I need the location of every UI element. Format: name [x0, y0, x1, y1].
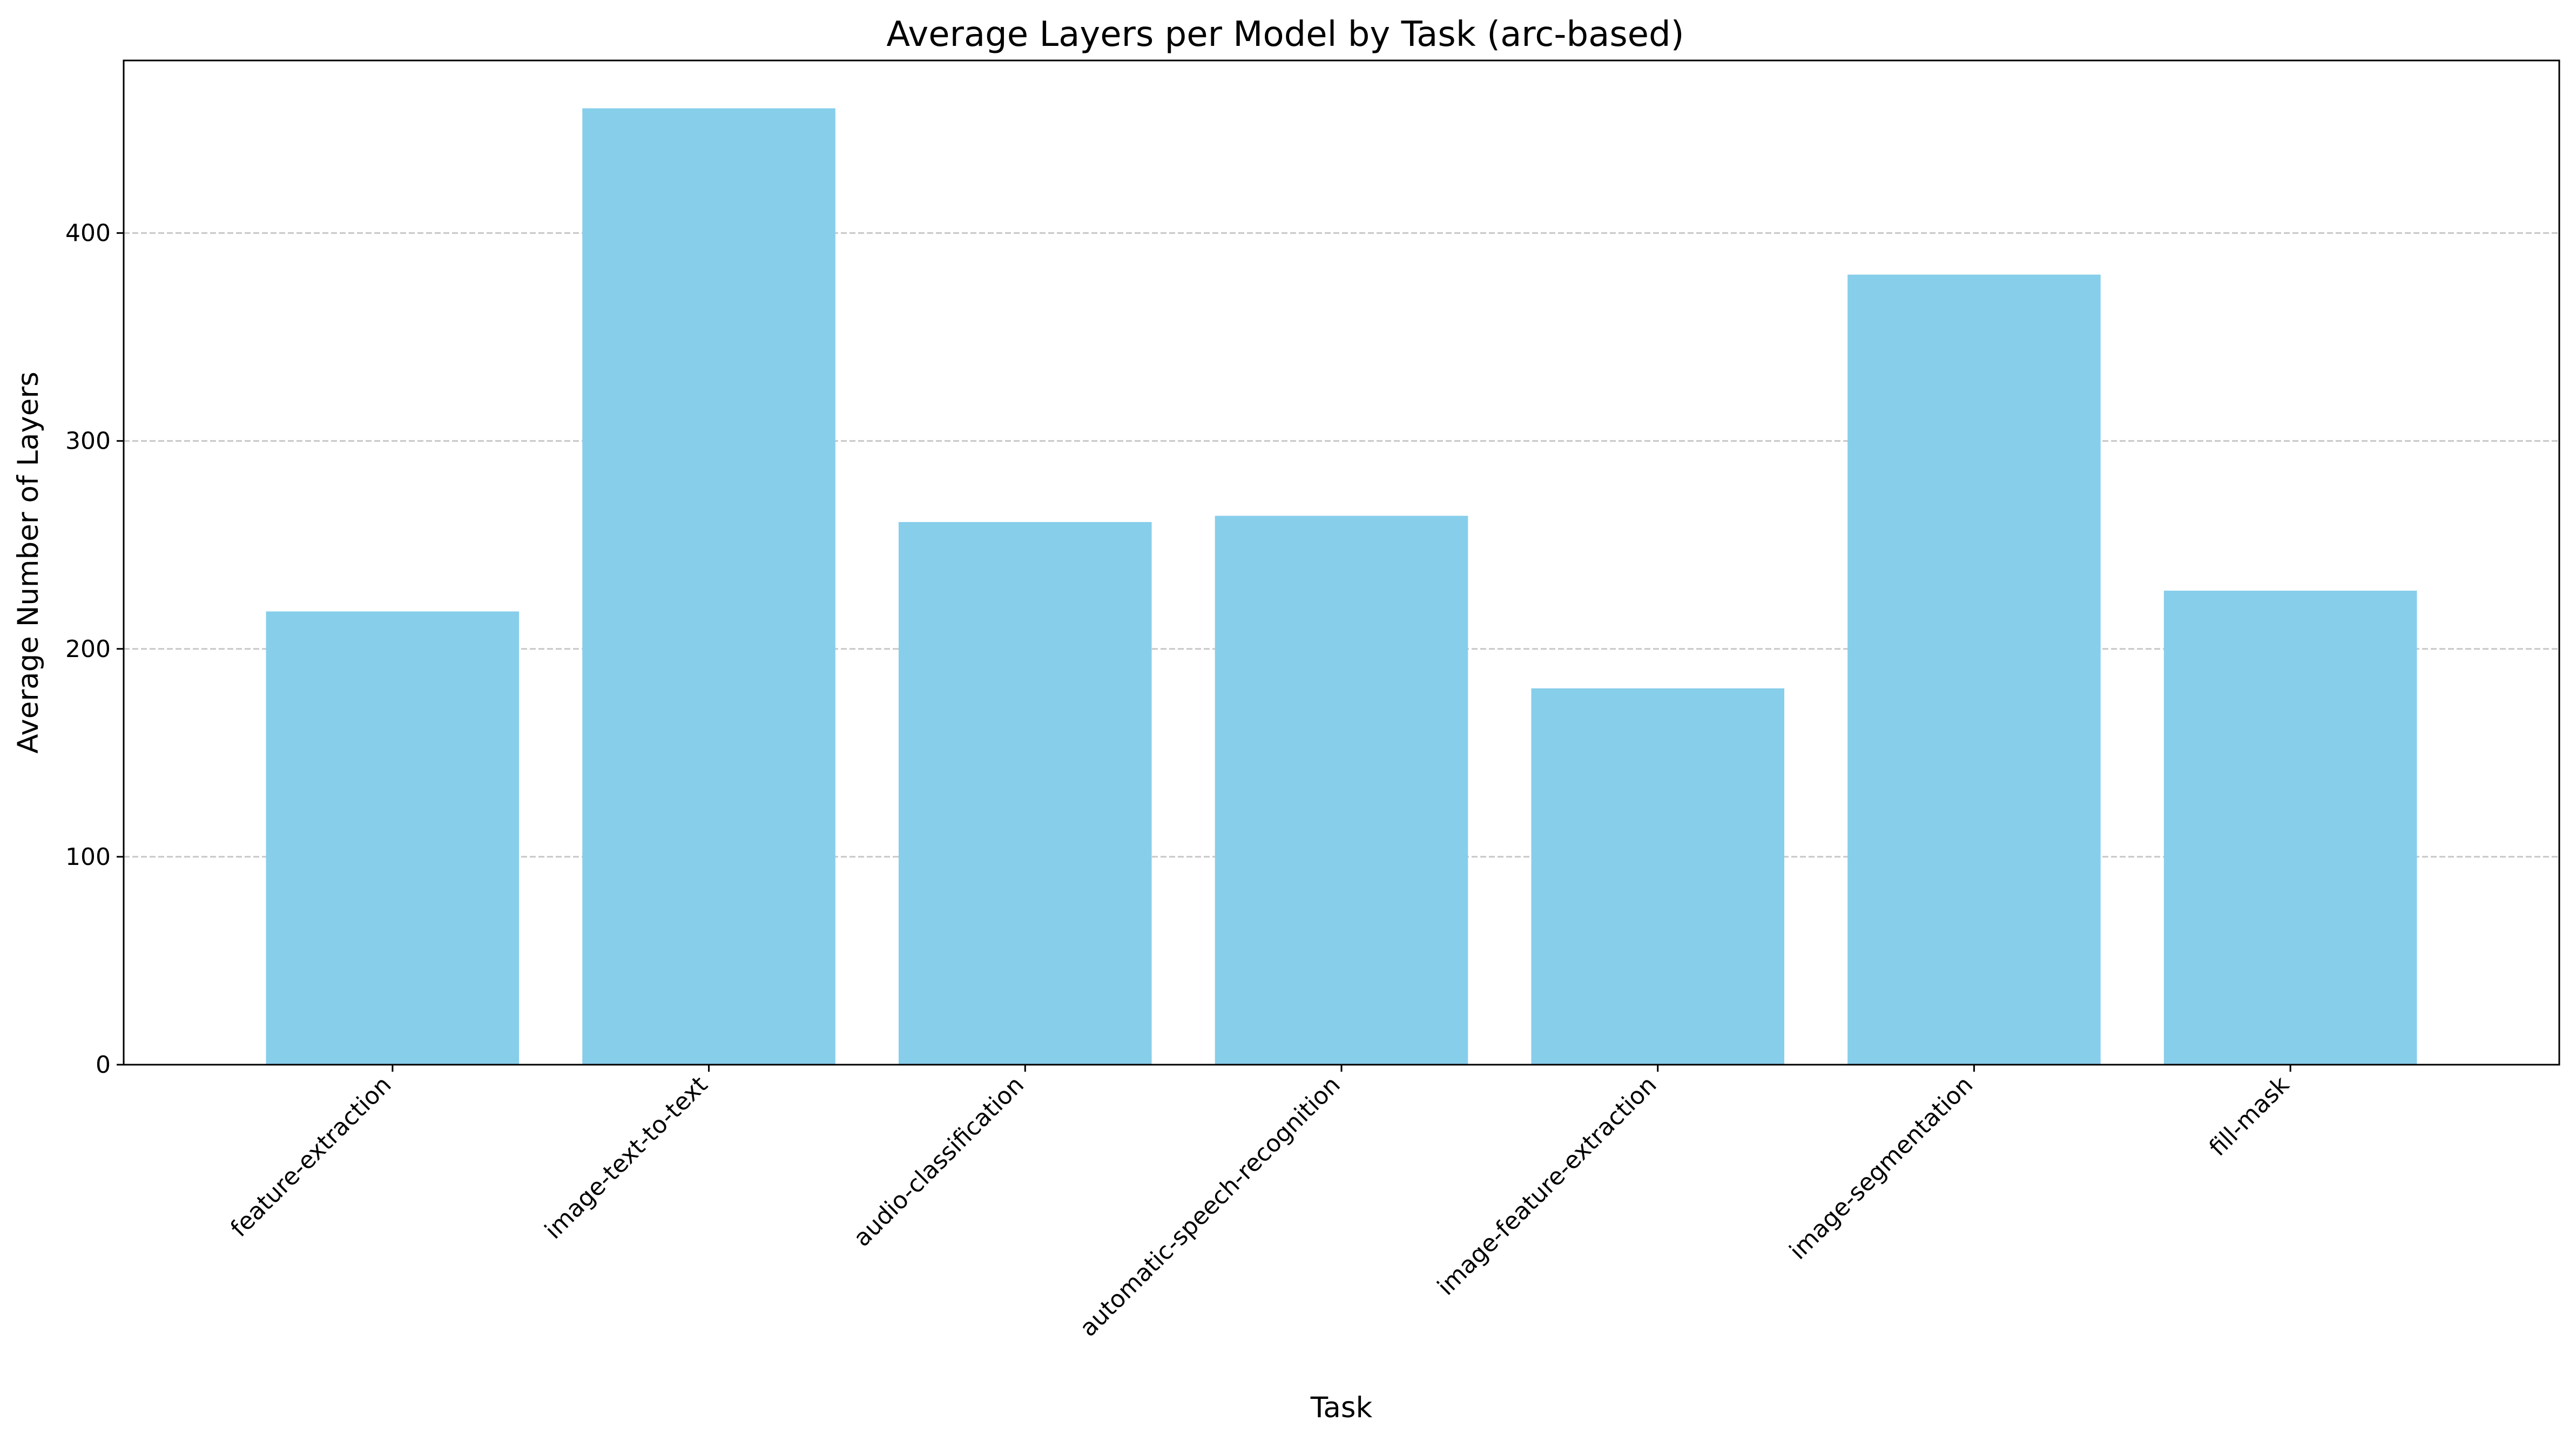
x-tick-label: image-text-to-text — [540, 1071, 713, 1244]
y-axis: 0 100 200 300 400 — [65, 220, 124, 1079]
y-tick-label: 400 — [65, 220, 111, 247]
bar-image-feature-extraction — [1531, 688, 1784, 1065]
bars — [266, 108, 2417, 1065]
y-tick-label: 200 — [65, 635, 111, 663]
chart-title: Average Layers per Model by Task (arc-ba… — [886, 15, 1684, 55]
bar-audio-classification — [899, 522, 1152, 1065]
x-tick-label: feature-extraction — [225, 1071, 396, 1242]
x-tick-label: image-segmentation — [1784, 1071, 1978, 1265]
bar-image-text-to-text — [582, 108, 835, 1065]
bar-fill-mask — [2163, 590, 2417, 1065]
y-tick-label: 0 — [96, 1051, 111, 1079]
y-axis-label: Average Number of Layers — [12, 371, 45, 754]
x-axis-label: Task — [1310, 1391, 1373, 1424]
bar-automatic-speech-recognition — [1215, 516, 1468, 1065]
y-tick-label: 300 — [65, 428, 111, 455]
x-tick-label: audio-classification — [848, 1071, 1029, 1252]
y-tick-label: 100 — [65, 843, 111, 871]
x-tick-label: fill-mask — [2204, 1071, 2295, 1161]
x-tick-label: automatic-speech-recognition — [1075, 1071, 1346, 1342]
x-tick-label: image-feature-extraction — [1432, 1071, 1662, 1301]
bar-image-segmentation — [1847, 274, 2101, 1065]
x-axis: feature-extraction image-text-to-text audi… — [225, 1065, 2295, 1342]
bar-feature-extraction — [266, 611, 520, 1065]
